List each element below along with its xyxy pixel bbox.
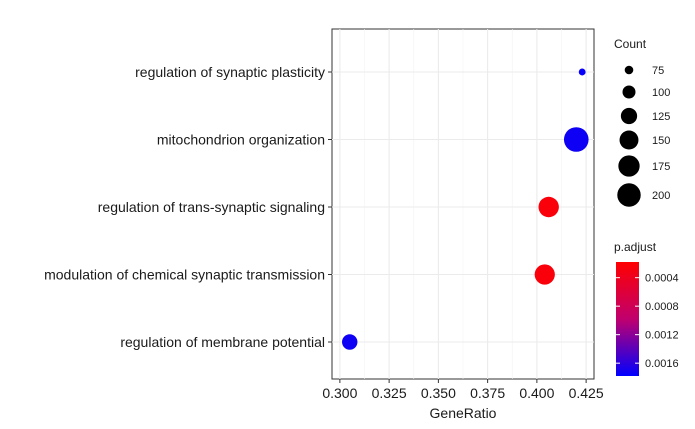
x-axis: 0.300 0.325 0.350 0.375 0.400 0.425 (322, 379, 604, 401)
count-legend-label: 100 (652, 87, 670, 99)
data-points (342, 68, 589, 350)
data-point (538, 196, 559, 218)
count-legend-label: 150 (652, 135, 670, 147)
x-tick-label: 0.350 (421, 385, 456, 401)
x-tick-label: 0.325 (372, 385, 407, 401)
data-point (563, 127, 589, 152)
count-legend-key (624, 65, 634, 75)
padjust-legend-label: 0.0004 (645, 273, 679, 285)
count-legend-key (619, 130, 639, 150)
count-legend-key (620, 107, 638, 125)
count-legend-label: 75 (652, 65, 664, 77)
count-legend-key (618, 155, 640, 177)
padjust-legend: p.adjust 0.0004 0.0008 0.0012 0.0016 (614, 240, 679, 376)
count-legend-label: 200 (652, 190, 670, 202)
gridlines (332, 29, 594, 379)
x-tick-label: 0.375 (470, 385, 505, 401)
y-category-label: mitochondrion organization (157, 132, 325, 148)
y-category-label: regulation of synaptic plasticity (135, 64, 325, 80)
count-legend-label: 175 (652, 161, 670, 173)
x-axis-title: GeneRatio (430, 405, 497, 421)
data-point (578, 68, 586, 76)
y-category-label: regulation of membrane potential (120, 334, 325, 350)
x-tick-label: 0.300 (322, 385, 357, 401)
count-legend-label: 125 (652, 111, 670, 123)
x-tick-label: 0.425 (569, 385, 604, 401)
padjust-legend-label: 0.0016 (645, 358, 679, 370)
count-legend-title: Count (614, 37, 647, 51)
count-legend-key (622, 85, 636, 99)
y-axis: regulation of synaptic plasticity mitocho… (44, 64, 332, 350)
padjust-legend-title: p.adjust (614, 240, 657, 254)
data-point (534, 264, 555, 285)
padjust-legend-label: 0.0008 (645, 301, 679, 313)
data-point (342, 334, 358, 350)
x-tick-label: 0.400 (519, 385, 554, 401)
count-legend-key (617, 183, 641, 207)
count-legend: Count 75 100 125 150 175 200 (614, 37, 670, 207)
padjust-colorbar (616, 262, 639, 376)
padjust-legend-label: 0.0012 (645, 330, 679, 342)
y-category-label: modulation of chemical synaptic transmis… (44, 267, 325, 283)
y-category-label: regulation of trans-synaptic signaling (98, 199, 325, 215)
